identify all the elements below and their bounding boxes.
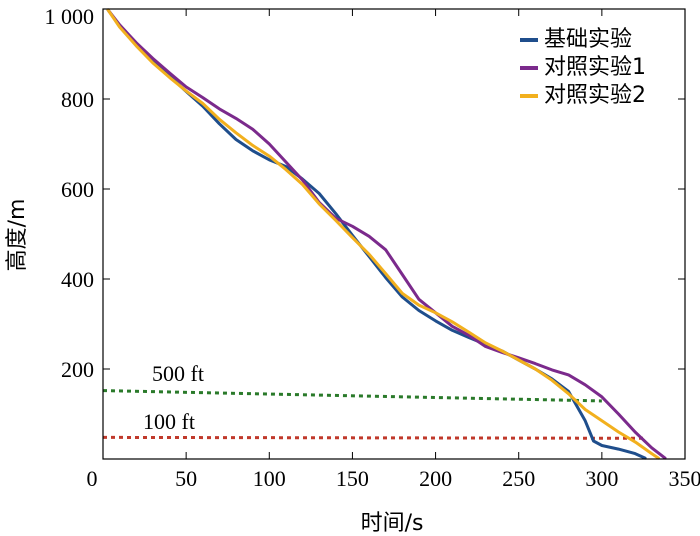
- x-tick-label: 50: [175, 466, 197, 491]
- y-tick-label: 600: [61, 177, 94, 202]
- series-line-2: [106, 8, 667, 460]
- y-tick-label: 400: [61, 267, 94, 292]
- series-line-3: [106, 8, 660, 460]
- x-axis-title: 时间/s: [361, 511, 424, 536]
- legend-label-1: 基础实验: [544, 27, 632, 52]
- reference-line-2: [102, 435, 646, 440]
- y-axis-title: 高度/m: [5, 199, 30, 272]
- x-tick-label: 200: [419, 466, 452, 491]
- reference-line-1: [102, 389, 602, 403]
- x-tick-label: 100: [253, 466, 286, 491]
- series-line-1: [106, 8, 647, 460]
- y-tick-label: 200: [61, 357, 94, 382]
- y-tick-label: 800: [61, 87, 94, 112]
- legend-label-3: 对照实验2: [544, 83, 646, 108]
- reference-line-label-2: 100 ft: [143, 409, 195, 434]
- y-tick-label: 1 000: [45, 4, 95, 29]
- x-tick-label: 250: [502, 466, 535, 491]
- x-tick-label: 350: [669, 466, 700, 491]
- plot-area: 500 ft 100 ft: [102, 8, 667, 460]
- x-tick-label: 150: [336, 466, 369, 491]
- x-tick-label: 0: [87, 466, 98, 491]
- axes: 0 50 100 150 200 250 300 350 200 400 600 800 1 000: [45, 4, 700, 491]
- legend-label-2: 对照实验1: [544, 55, 646, 80]
- plot-frame: [102, 8, 686, 460]
- reference-line-label-1: 500 ft: [152, 361, 204, 386]
- x-tick-label: 300: [585, 466, 618, 491]
